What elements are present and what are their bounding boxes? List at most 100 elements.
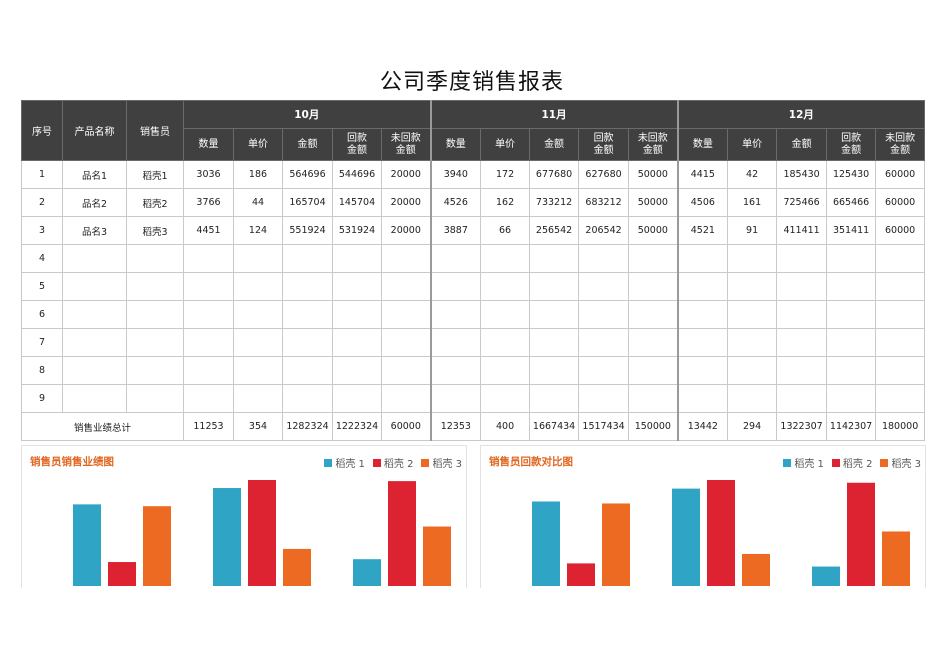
salesperson-cell [126,300,184,329]
product-cell [62,244,127,273]
data-cell: 185430 [776,160,828,189]
chart-legend: 稻壳 1 稻壳 2 稻壳 3 [783,455,921,470]
data-cell [529,356,580,385]
header-month: 12月 [676,100,926,129]
header-seq: 序号 [21,100,63,161]
data-cell: 3887 [429,216,482,245]
data-cell [776,300,828,329]
data-cell [332,356,382,385]
data-cell [776,244,828,273]
data-cell [332,300,382,329]
data-cell [429,300,482,329]
product-cell: 品名1 [62,160,127,189]
chart-bar [353,559,381,586]
total-cell: 150000 [628,412,679,441]
header-month: 10月 [182,100,432,129]
subheader-cell: 回款 金额 [332,128,382,161]
data-cell [676,244,729,273]
total-cell: 180000 [875,412,926,441]
salesperson-cell: 稻壳1 [126,160,184,189]
data-cell [480,328,531,357]
subheader-cell: 单价 [727,128,778,161]
data-cell: 564696 [282,160,333,189]
data-cell: 50000 [628,216,679,245]
data-cell [628,356,679,385]
chart-bar [143,506,171,586]
subheader-cell: 金额 [282,128,333,161]
data-cell: 4415 [676,160,729,189]
legend-swatch [783,458,792,467]
data-cell: 411411 [776,216,828,245]
product-cell: 品名2 [62,188,127,217]
data-cell: 42 [727,160,778,189]
table-row: 2 品名2 稻壳2 3766 44 165704 145704 20000 4526 162 733… [21,188,926,217]
chart-bar [707,480,735,586]
data-cell: 531924 [332,216,382,245]
data-cell [826,328,877,357]
data-cell [233,300,283,329]
data-cell [429,244,482,273]
data-cell [282,244,333,273]
chart-bar [108,562,136,586]
data-cell: 66 [480,216,531,245]
data-cell: 206542 [578,216,630,245]
salesperson-cell [126,272,184,301]
data-cell: 627680 [578,160,630,189]
seq-cell: 7 [21,328,63,357]
total-cell: 400 [480,412,531,441]
data-cell [776,328,828,357]
data-cell [727,328,778,357]
data-cell [628,244,679,273]
subheader-cell: 数量 [429,128,482,161]
data-cell: 172 [480,160,531,189]
subheader-cell: 回款 金额 [578,128,630,161]
legend-swatch [372,458,381,467]
data-cell [282,328,333,357]
data-cell [727,384,778,413]
chart-plot [532,480,910,586]
data-cell [282,356,333,385]
data-cell: 665466 [826,188,877,217]
total-cell: 1222324 [332,412,382,441]
legend-item: 稻壳 1 [783,455,824,470]
product-cell [62,328,127,357]
data-cell [826,356,877,385]
legend-label: 稻壳 3 [891,459,921,470]
data-cell [183,384,234,413]
data-cell: 4526 [429,188,482,217]
chart-bar [283,548,311,586]
legend-label: 稻壳 2 [842,459,873,470]
chart-bar [672,488,700,586]
table-row: 3 品名3 稻壳3 4451 124 551924 531924 20000 3887 66 256… [21,216,926,245]
data-cell: 3036 [183,160,234,189]
data-cell: 186 [233,160,283,189]
table-row: 7 [21,328,926,357]
seq-cell: 4 [21,244,63,273]
total-cell: 11253 [183,412,234,441]
legend-label: 稻壳 3 [432,459,462,470]
legend-swatch [831,458,840,467]
chart-bar [532,501,560,586]
chart-bar [812,566,840,586]
seq-cell: 3 [21,216,63,245]
total-cell: 1142307 [826,412,877,441]
data-cell [727,300,778,329]
data-cell [776,356,828,385]
seq-cell: 5 [21,272,63,301]
chart-title: 销售员销售业绩图 [30,456,114,468]
data-cell [480,272,531,301]
data-cell [628,300,679,329]
subheader-cell: 数量 [676,128,729,161]
data-cell [233,384,283,413]
data-cell: 3940 [429,160,482,189]
table-row: 9 [21,384,926,413]
data-cell [529,384,580,413]
subheader-cell: 单价 [233,128,283,161]
data-cell: 50000 [628,160,679,189]
report-title: 公司季度销售报表 [379,70,564,95]
seq-cell: 9 [21,384,63,413]
data-cell: 20000 [380,160,432,189]
data-cell [480,356,531,385]
data-cell [480,244,531,273]
data-cell: 44 [233,188,283,217]
